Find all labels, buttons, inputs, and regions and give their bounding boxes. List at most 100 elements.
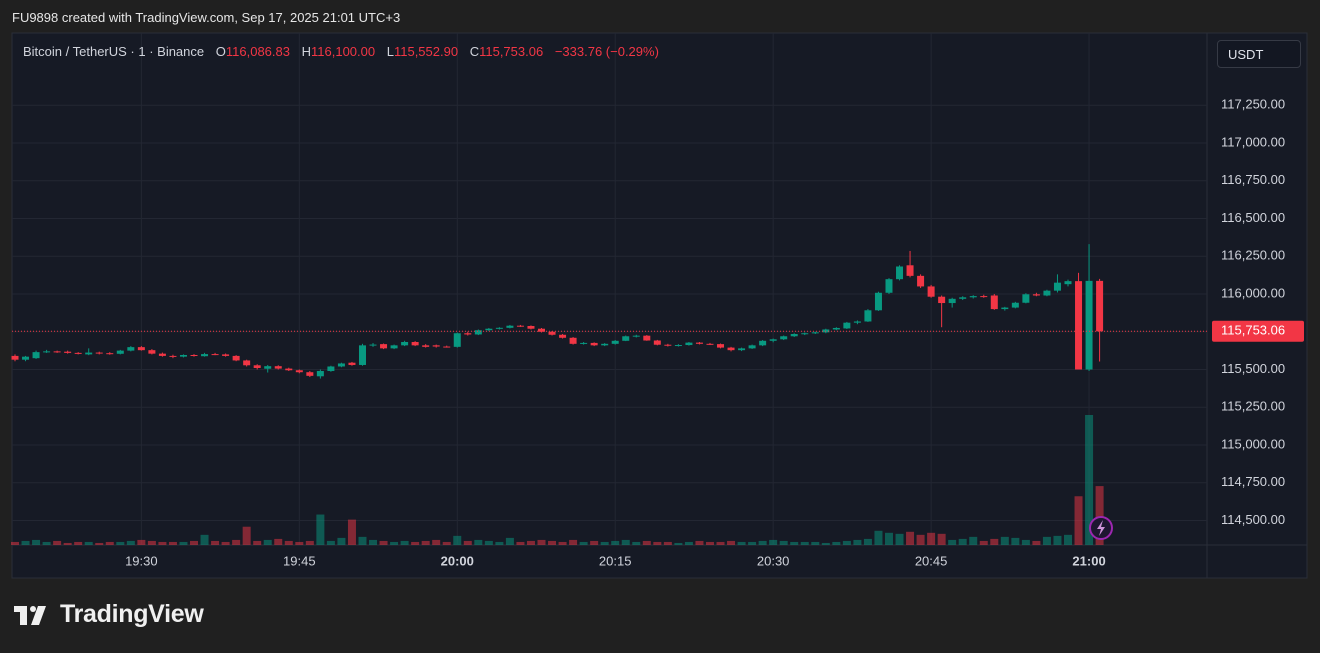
- candle-body: [1085, 280, 1093, 370]
- volume-bar: [190, 540, 199, 545]
- volume-bar: [811, 541, 820, 545]
- volume-bar: [621, 539, 630, 545]
- volume-bar: [832, 541, 841, 545]
- candle-body: [474, 330, 482, 335]
- candle-body: [885, 279, 893, 293]
- candle-body: [380, 344, 388, 349]
- volume-bar: [748, 541, 757, 545]
- volume-bar: [927, 532, 936, 545]
- volume-bar: [558, 541, 567, 545]
- volume-bar: [179, 541, 188, 545]
- candle-body: [495, 327, 503, 329]
- volume-bar: [284, 540, 293, 545]
- volume-bar: [705, 541, 714, 545]
- logo-icon: [14, 606, 46, 625]
- volume-bar: [263, 539, 272, 545]
- candle-body: [717, 344, 725, 348]
- volume-bar: [242, 526, 251, 545]
- volume-bar: [11, 541, 19, 545]
- x-tick-label: 21:00: [1072, 553, 1105, 568]
- volume-bar: [716, 541, 725, 545]
- volume-bar: [211, 540, 220, 545]
- volume-bar: [779, 540, 788, 545]
- volume-bar: [326, 540, 335, 545]
- candle-body: [274, 366, 282, 369]
- candle-body: [664, 344, 672, 346]
- candle-body: [1043, 290, 1051, 296]
- candle-body: [464, 333, 472, 335]
- candle-body: [727, 347, 735, 351]
- candle-body: [874, 292, 882, 311]
- alert-bolt: [1097, 520, 1105, 536]
- volume-bar: [1021, 539, 1030, 545]
- y-tick-label: 116,000.00: [1221, 285, 1285, 300]
- candle-body: [938, 296, 946, 304]
- candle-body: [632, 335, 640, 337]
- candle-body: [801, 333, 809, 335]
- candle-body: [32, 352, 40, 359]
- high-value: 116,100.00: [311, 44, 376, 59]
- volume-bar: [463, 540, 472, 545]
- y-tick-label: 116,500.00: [1221, 210, 1285, 225]
- candle-body: [653, 340, 661, 345]
- volume-bar: [537, 539, 546, 545]
- y-tick-label: 117,000.00: [1221, 134, 1285, 149]
- volume-bar: [42, 541, 51, 545]
- candle-body: [337, 363, 345, 367]
- candle-body: [211, 354, 219, 356]
- candle-body: [853, 321, 861, 323]
- volume-bar: [221, 541, 230, 545]
- candle-body: [948, 298, 956, 304]
- volume-bar: [158, 541, 167, 545]
- symbol: Bitcoin / TetherUS · 1 · Binance: [23, 44, 205, 59]
- candle-body: [358, 345, 366, 365]
- candle-body: [295, 370, 303, 373]
- volume-bar: [453, 535, 462, 545]
- volume-bar: [1074, 496, 1083, 545]
- volume-bar: [737, 541, 746, 545]
- candle-body: [22, 356, 30, 360]
- volume-bar: [105, 541, 114, 545]
- volume-bar: [484, 540, 493, 545]
- candle-body: [64, 351, 72, 353]
- candle-body: [748, 345, 756, 349]
- candle-body: [1096, 280, 1104, 332]
- last-price-box: [1212, 320, 1304, 342]
- volume-bar: [948, 539, 957, 545]
- candle-body: [95, 352, 103, 354]
- volume-bar: [769, 539, 778, 545]
- volume-bar: [337, 537, 346, 545]
- volume-bar: [347, 519, 356, 545]
- candle-body: [516, 325, 524, 327]
- x-tick-label: 19:45: [283, 553, 316, 568]
- low-value: 115,552.90: [393, 44, 459, 59]
- volume-bar: [32, 539, 41, 545]
- volume-bar: [400, 540, 409, 545]
- candle-body: [674, 345, 682, 347]
- volume-bar: [168, 541, 177, 545]
- volume-bar: [579, 541, 588, 545]
- candle-body: [790, 334, 798, 337]
- open-label: O: [215, 44, 226, 59]
- volume-bar: [674, 542, 683, 545]
- y-tick-label: 115,500.00: [1221, 361, 1285, 376]
- volume-bar: [274, 538, 283, 545]
- volume-bar: [863, 538, 872, 545]
- y-tick-label: 117,250.00: [1221, 97, 1285, 112]
- volume-bar: [727, 540, 736, 545]
- volume-bar: [663, 541, 672, 545]
- candle-body: [538, 328, 545, 332]
- candle-body: [695, 342, 703, 344]
- volume-bar: [369, 539, 378, 545]
- candle-body: [348, 362, 356, 365]
- x-tick-label: 20:30: [757, 553, 790, 568]
- candle-body: [158, 353, 166, 356]
- candle-body: [243, 360, 251, 366]
- open-value: 116,086.83: [225, 44, 290, 59]
- volume-bar: [316, 514, 325, 545]
- volume-bar: [569, 539, 578, 545]
- currency-button[interactable]: USDT: [1217, 40, 1301, 68]
- volume-bar: [990, 538, 999, 545]
- volume-bar: [611, 540, 620, 545]
